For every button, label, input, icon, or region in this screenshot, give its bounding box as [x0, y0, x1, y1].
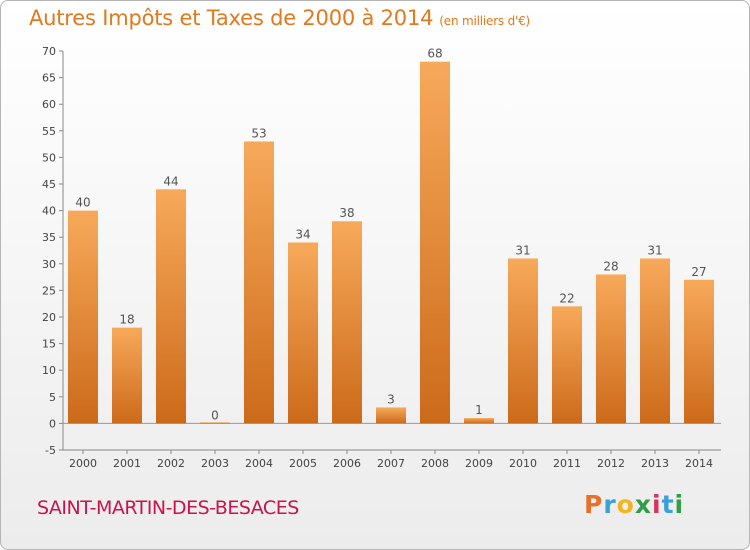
x-tick-label: 2011 — [553, 457, 581, 470]
bar — [684, 279, 714, 424]
x-tick-label: 2005 — [289, 457, 317, 470]
logo-letter: i — [652, 490, 662, 519]
proxiti-logo: Proxiti — [584, 490, 684, 519]
x-tick-label: 2014 — [685, 457, 713, 470]
bar — [420, 61, 450, 424]
data-label: 27 — [691, 265, 706, 279]
x-tick-label: 2013 — [641, 457, 669, 470]
bar — [464, 418, 494, 424]
bar — [640, 258, 670, 424]
logo-letter: t — [661, 490, 675, 519]
y-tick-label: 10 — [42, 364, 56, 377]
y-tick-label: 5 — [49, 391, 56, 404]
y-tick-label: -5 — [45, 444, 56, 457]
data-label: 28 — [603, 259, 618, 273]
y-tick-label: 30 — [42, 258, 56, 271]
chart-title: Autres Impôts et Taxes de 2000 à 2014 (en… — [29, 6, 530, 30]
data-label: 22 — [559, 291, 574, 305]
x-tick-label: 2008 — [421, 457, 449, 470]
data-label: 68 — [427, 47, 442, 61]
x-tick-label: 2012 — [597, 457, 625, 470]
data-label: 44 — [163, 174, 178, 188]
y-tick-label: 55 — [42, 125, 56, 138]
y-tick-label: 25 — [42, 284, 56, 297]
data-label: 3 — [387, 392, 395, 406]
bar — [552, 306, 582, 424]
data-label: 31 — [647, 243, 662, 257]
x-tick-label: 2006 — [333, 457, 361, 470]
y-tick-label: 0 — [49, 417, 56, 430]
y-tick-label: 40 — [42, 205, 56, 218]
data-label: 53 — [251, 126, 266, 140]
x-tick-label: 2010 — [509, 457, 537, 470]
y-tick-label: 50 — [42, 151, 56, 164]
bar — [508, 258, 538, 424]
y-tick-label: 20 — [42, 311, 56, 324]
bar — [68, 210, 98, 424]
y-tick-label: 15 — [42, 338, 56, 351]
y-tick-label: 45 — [42, 178, 56, 191]
bar — [332, 221, 362, 424]
bar — [156, 189, 186, 424]
bar — [376, 407, 406, 424]
bar — [200, 422, 230, 424]
data-label: 40 — [75, 196, 90, 210]
x-tick-label: 2000 — [69, 457, 97, 470]
logo-letter: x — [634, 490, 652, 519]
data-label: 18 — [119, 313, 134, 327]
x-tick-label: 2009 — [465, 457, 493, 470]
logo-letter: r — [603, 490, 617, 519]
data-label: 31 — [515, 243, 530, 257]
data-label: 0 — [211, 408, 219, 422]
bar — [596, 274, 626, 424]
y-tick-label: 70 — [42, 45, 56, 58]
x-tick-label: 2007 — [377, 457, 405, 470]
data-label: 38 — [339, 206, 354, 220]
x-tick-label: 2001 — [113, 457, 141, 470]
data-label: 1 — [475, 403, 483, 417]
chart-title-text: Autres Impôts et Taxes de 2000 à 2014 — [29, 6, 434, 30]
bar — [288, 242, 318, 424]
logo-letter: i — [674, 490, 685, 519]
x-tick-label: 2003 — [201, 457, 229, 470]
logo-letter: P — [584, 490, 604, 519]
logo-letter: o — [616, 490, 635, 519]
x-tick-label: 2002 — [157, 457, 185, 470]
y-tick-label: 65 — [42, 72, 56, 85]
data-label: 34 — [295, 228, 310, 242]
y-tick-label: 60 — [42, 98, 56, 111]
bar — [112, 327, 142, 424]
x-tick-label: 2004 — [245, 457, 273, 470]
y-tick-label: 35 — [42, 231, 56, 244]
commune-name: SAINT-MARTIN-DES-BESACES — [37, 497, 299, 519]
unit-note: (en milliers d'€) — [439, 14, 531, 28]
bar — [244, 141, 274, 424]
